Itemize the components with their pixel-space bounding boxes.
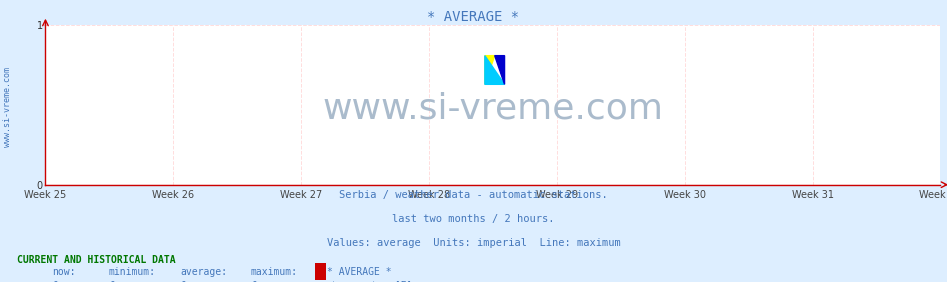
Text: www.si-vreme.com: www.si-vreme.com bbox=[322, 91, 664, 125]
Text: * AVERAGE *: * AVERAGE * bbox=[327, 267, 391, 277]
Polygon shape bbox=[485, 56, 505, 84]
Polygon shape bbox=[485, 56, 494, 84]
Text: 0: 0 bbox=[109, 281, 115, 282]
Text: 0: 0 bbox=[251, 281, 257, 282]
Text: last two months / 2 hours.: last two months / 2 hours. bbox=[392, 214, 555, 224]
Text: temperature[F]: temperature[F] bbox=[331, 281, 413, 282]
Text: 0: 0 bbox=[180, 281, 186, 282]
Text: average:: average: bbox=[180, 267, 227, 277]
Text: maximum:: maximum: bbox=[251, 267, 298, 277]
Polygon shape bbox=[494, 56, 505, 84]
Text: www.si-vreme.com: www.si-vreme.com bbox=[3, 67, 12, 147]
Text: CURRENT AND HISTORICAL DATA: CURRENT AND HISTORICAL DATA bbox=[17, 255, 176, 265]
Text: * AVERAGE *: * AVERAGE * bbox=[427, 10, 520, 24]
Text: 0: 0 bbox=[52, 281, 58, 282]
Text: Values: average  Units: imperial  Line: maximum: Values: average Units: imperial Line: ma… bbox=[327, 238, 620, 248]
Text: minimum:: minimum: bbox=[109, 267, 156, 277]
Text: now:: now: bbox=[52, 267, 76, 277]
Text: Serbia / weather data - automatic stations.: Serbia / weather data - automatic statio… bbox=[339, 190, 608, 200]
